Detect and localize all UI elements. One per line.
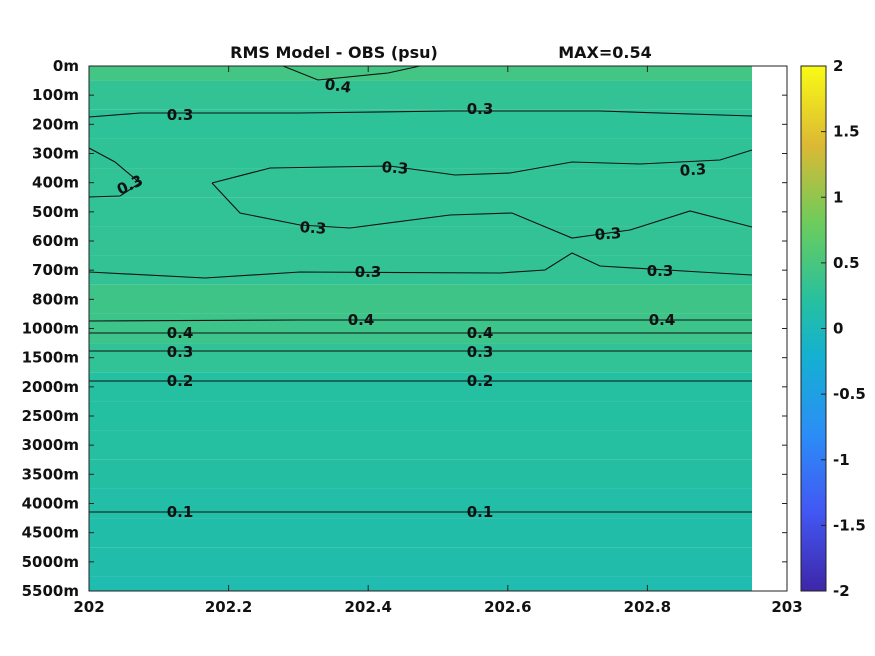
- heat-cell: [89, 488, 753, 519]
- heat-cell: [89, 576, 753, 591]
- y-tick-label: 2000m: [22, 378, 79, 396]
- contour-lines: [88, 65, 753, 513]
- heat-cell: [89, 138, 753, 169]
- colorbar-tick-label: -2: [833, 582, 850, 600]
- heat-cell: [89, 109, 753, 139]
- contour-label: 0.3: [467, 100, 494, 118]
- heat-cell: [89, 459, 753, 489]
- y-tick-label: 4000m: [22, 495, 79, 513]
- x-tick-label: 202.8: [624, 598, 671, 616]
- y-tick-label: 1000m: [22, 320, 79, 338]
- chart-title: RMS Model - OBS (psu): [230, 43, 438, 62]
- colorbar-tick-label: 2: [833, 57, 843, 75]
- contour-label: 0.2: [167, 372, 194, 390]
- contour-line: [282, 65, 421, 81]
- contour-label: 0.3: [647, 262, 674, 280]
- x-tick-label: 203: [771, 598, 802, 616]
- y-tick-label: 500m: [32, 203, 79, 221]
- colorbar-axis: 2 1.5 1 0.5 0 -0.5 -1 -1.5 -2: [821, 57, 866, 600]
- contour-label: 0.3: [299, 218, 327, 238]
- y-tick-label: 800m: [32, 290, 79, 308]
- contour-label: 0.4: [324, 75, 353, 97]
- y-tick-label: 600m: [32, 232, 79, 250]
- contour-line: [88, 252, 753, 279]
- y-tick-label: 4500m: [22, 524, 79, 542]
- contour-line: [211, 149, 753, 184]
- heat-cell: [89, 80, 753, 110]
- contour-label: 0.2: [467, 372, 494, 390]
- contour-label: 0.3: [467, 343, 494, 361]
- y-tick-label: 2500m: [22, 407, 79, 425]
- contour-label: 0.4: [649, 311, 676, 329]
- contour-label: 0.4: [167, 324, 194, 342]
- contour-line: [88, 319, 752, 322]
- contour-label: 0.3: [355, 263, 382, 281]
- colorbar-tick-label: -0.5: [833, 385, 866, 403]
- contour-label: 0.3: [167, 106, 194, 124]
- heatmap-field: [89, 66, 753, 591]
- heat-cell: [89, 255, 753, 285]
- contour-label: 0.1: [167, 503, 194, 521]
- y-tick-label: 5000m: [22, 553, 79, 571]
- heat-cell: [89, 284, 753, 314]
- contour-labels: 0.40.3 0.30.30.3 0.30.3 0.30.3 0.30.4 0.40.4 0…: [114, 75, 707, 521]
- contour-line: [88, 110, 753, 118]
- empty-data-region: [752, 66, 787, 591]
- contour-line: [211, 182, 753, 239]
- heat-cell: [89, 518, 753, 548]
- contour-label: 0.1: [467, 503, 494, 521]
- colorbar-tick-label: 1.5: [833, 123, 860, 141]
- heat-cell: [89, 66, 753, 81]
- heat-cell: [89, 372, 753, 402]
- y-tick-label: 3500m: [22, 465, 79, 483]
- heat-cell: [89, 197, 753, 227]
- y-axis: 0m 100m 200m 300m 400m 500m 600m 700m 800m 1000m 1…: [22, 57, 787, 600]
- colorbar-tick-label: -1.5: [833, 516, 866, 534]
- heat-cell: [89, 343, 753, 373]
- heat-cell: [89, 430, 753, 460]
- colorbar-tick-label: -1: [833, 451, 850, 469]
- y-tick-label: 1500m: [22, 349, 79, 367]
- contour-line: [88, 147, 141, 198]
- heat-cell: [89, 401, 753, 431]
- y-tick-label: 700m: [32, 261, 79, 279]
- contour-label: 0.3: [381, 158, 409, 178]
- contour-label: 0.3: [679, 160, 707, 180]
- x-tick-label: 202.6: [484, 598, 531, 616]
- heat-cell: [89, 313, 753, 344]
- colorbar-tick-label: 0.5: [833, 254, 860, 272]
- heat-cell: [89, 547, 753, 577]
- heat-cell: [89, 226, 753, 256]
- y-tick-label: 100m: [32, 86, 79, 104]
- y-tick-label: 200m: [32, 115, 79, 133]
- x-tick-label: 202.2: [205, 598, 252, 616]
- y-tick-label: 300m: [32, 145, 79, 163]
- contour-label: 0.3: [594, 224, 622, 244]
- x-tick-label: 202.4: [344, 598, 391, 616]
- contour-label: 0.3: [167, 343, 194, 361]
- y-tick-label: 5500m: [22, 582, 79, 600]
- y-tick-label: 3000m: [22, 436, 79, 454]
- heat-cell: [89, 168, 753, 198]
- contour-label: 0.4: [348, 311, 375, 329]
- max-label: MAX=0.54: [558, 43, 652, 62]
- colorbar-tick-label: 0: [833, 320, 843, 338]
- x-axis: 202 202.2 202.4 202.6 202.8 203: [73, 66, 803, 616]
- y-tick-label: 0m: [53, 57, 79, 75]
- x-tick-label: 202: [73, 598, 104, 616]
- y-tick-label: 400m: [32, 174, 79, 192]
- colorbar-tick-label: 1: [833, 188, 843, 206]
- contour-label: 0.4: [467, 324, 494, 342]
